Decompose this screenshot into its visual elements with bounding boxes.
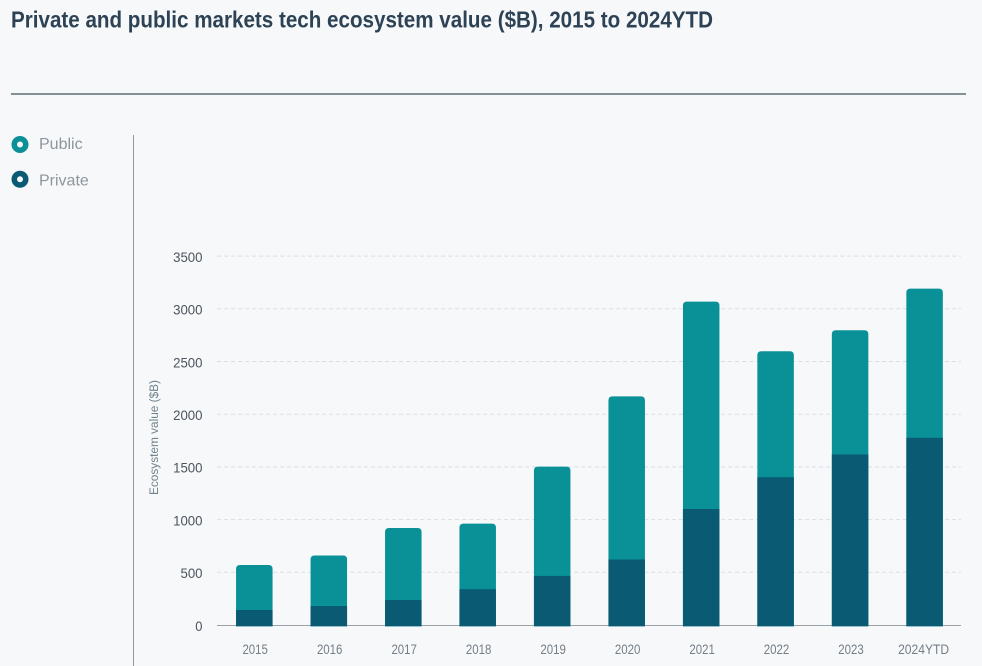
- svg-text:2000: 2000: [173, 407, 203, 423]
- svg-text:Public: Public: [39, 136, 83, 153]
- svg-text:2021: 2021: [689, 642, 715, 657]
- svg-text:Ecosystem value ($B): Ecosystem value ($B): [149, 380, 161, 495]
- svg-text:Private and public markets tec: Private and public markets tech ecosyste…: [11, 7, 713, 33]
- svg-text:2024YTD: 2024YTD: [898, 642, 949, 657]
- svg-text:1000: 1000: [173, 512, 203, 528]
- svg-text:Private: Private: [39, 173, 89, 190]
- svg-text:1500: 1500: [173, 460, 203, 476]
- svg-text:2017: 2017: [391, 642, 417, 657]
- svg-text:3500: 3500: [173, 249, 203, 265]
- svg-text:2020: 2020: [615, 642, 641, 657]
- svg-text:2015: 2015: [242, 642, 268, 657]
- svg-text:2500: 2500: [173, 354, 203, 370]
- svg-text:500: 500: [181, 565, 203, 581]
- svg-text:2023: 2023: [838, 642, 864, 657]
- svg-text:2022: 2022: [764, 642, 790, 657]
- svg-text:3000: 3000: [173, 302, 203, 318]
- svg-text:2018: 2018: [466, 642, 492, 657]
- svg-text:2016: 2016: [317, 642, 343, 657]
- svg-text:0: 0: [195, 618, 202, 634]
- svg-text:2019: 2019: [540, 642, 566, 657]
